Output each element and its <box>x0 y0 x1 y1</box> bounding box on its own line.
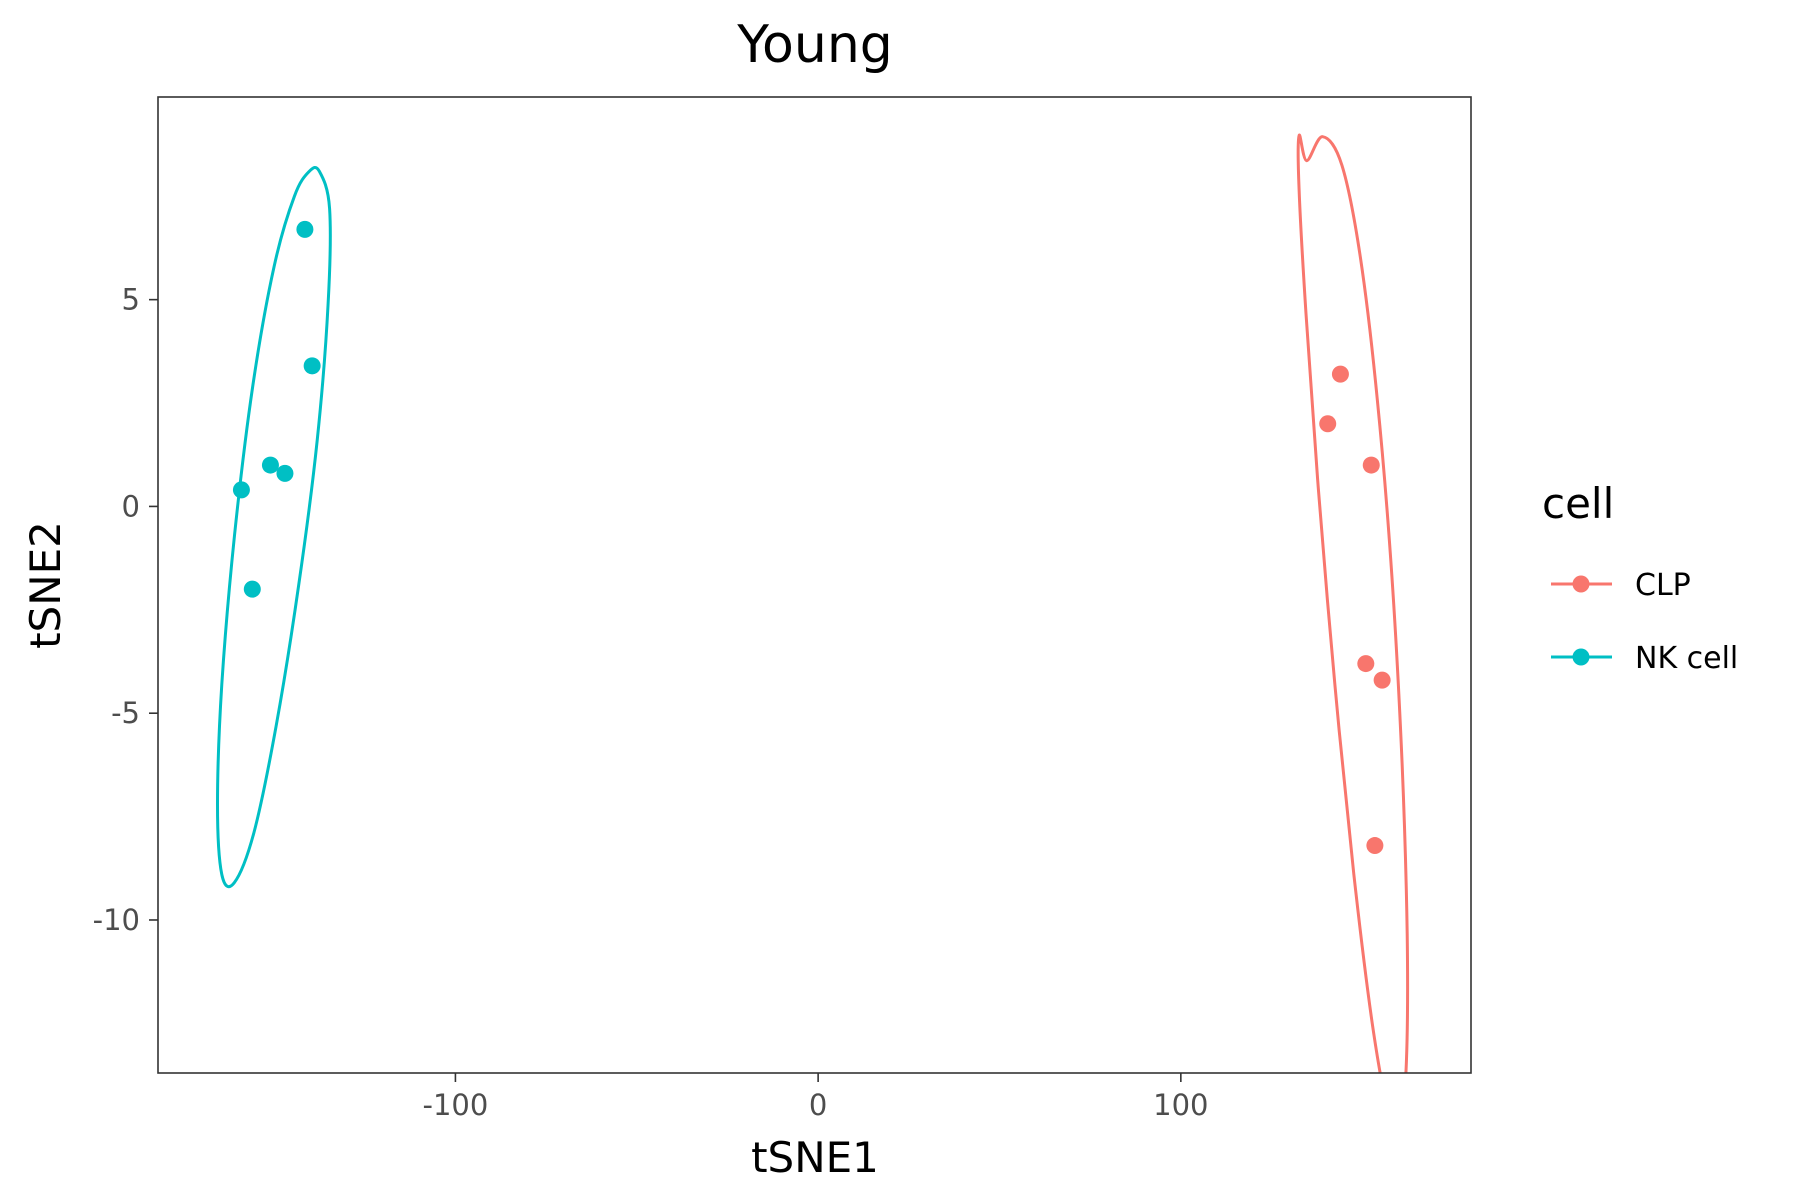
point-clp-2 <box>1319 415 1337 433</box>
y-tick-label: -5 <box>111 696 140 730</box>
y-tick-label: 5 <box>122 283 140 317</box>
legend: cell CLP NK cell <box>1542 479 1738 676</box>
y-tick-label: 0 <box>122 489 140 523</box>
point-clp-1 <box>1331 365 1349 383</box>
point-clp-5 <box>1373 671 1391 689</box>
ellipse-nk-cell <box>215 166 332 889</box>
ellipses-layer <box>215 133 1410 1073</box>
points-layer <box>232 220 1391 855</box>
legend-label: NK cell <box>1635 641 1738 676</box>
x-tick-label: -100 <box>423 1088 489 1122</box>
chart-title: Young <box>736 15 893 75</box>
y-axis-title: tSNE2 <box>21 521 70 649</box>
point-nk-cell-5 <box>232 481 250 499</box>
point-clp-3 <box>1362 456 1380 474</box>
legend-item-clp: CLP <box>1551 568 1691 603</box>
point-nk-cell-2 <box>303 357 321 375</box>
x-axis: -100 0 100 <box>423 1073 1209 1122</box>
x-axis-title: tSNE1 <box>751 1133 879 1182</box>
x-tick-label: 0 <box>809 1088 827 1122</box>
point-nk-cell-3 <box>261 456 279 474</box>
y-tick-label: -10 <box>93 903 140 937</box>
point-nk-cell-4 <box>276 464 294 482</box>
legend-key-point <box>1572 575 1590 593</box>
point-nk-cell-6 <box>243 580 261 598</box>
point-clp-6 <box>1366 837 1384 855</box>
x-tick-label: 100 <box>1153 1088 1208 1122</box>
legend-label: CLP <box>1635 568 1691 603</box>
legend-title: cell <box>1542 479 1614 528</box>
plot-panel-border <box>157 96 1472 1074</box>
ellipse-clp <box>1296 133 1410 1073</box>
point-nk-cell-1 <box>296 220 314 238</box>
legend-item-nk-cell: NK cell <box>1551 641 1738 676</box>
legend-key-point <box>1572 648 1590 666</box>
y-axis: 5 0 -5 -10 <box>93 283 158 937</box>
point-clp-4 <box>1357 655 1375 673</box>
